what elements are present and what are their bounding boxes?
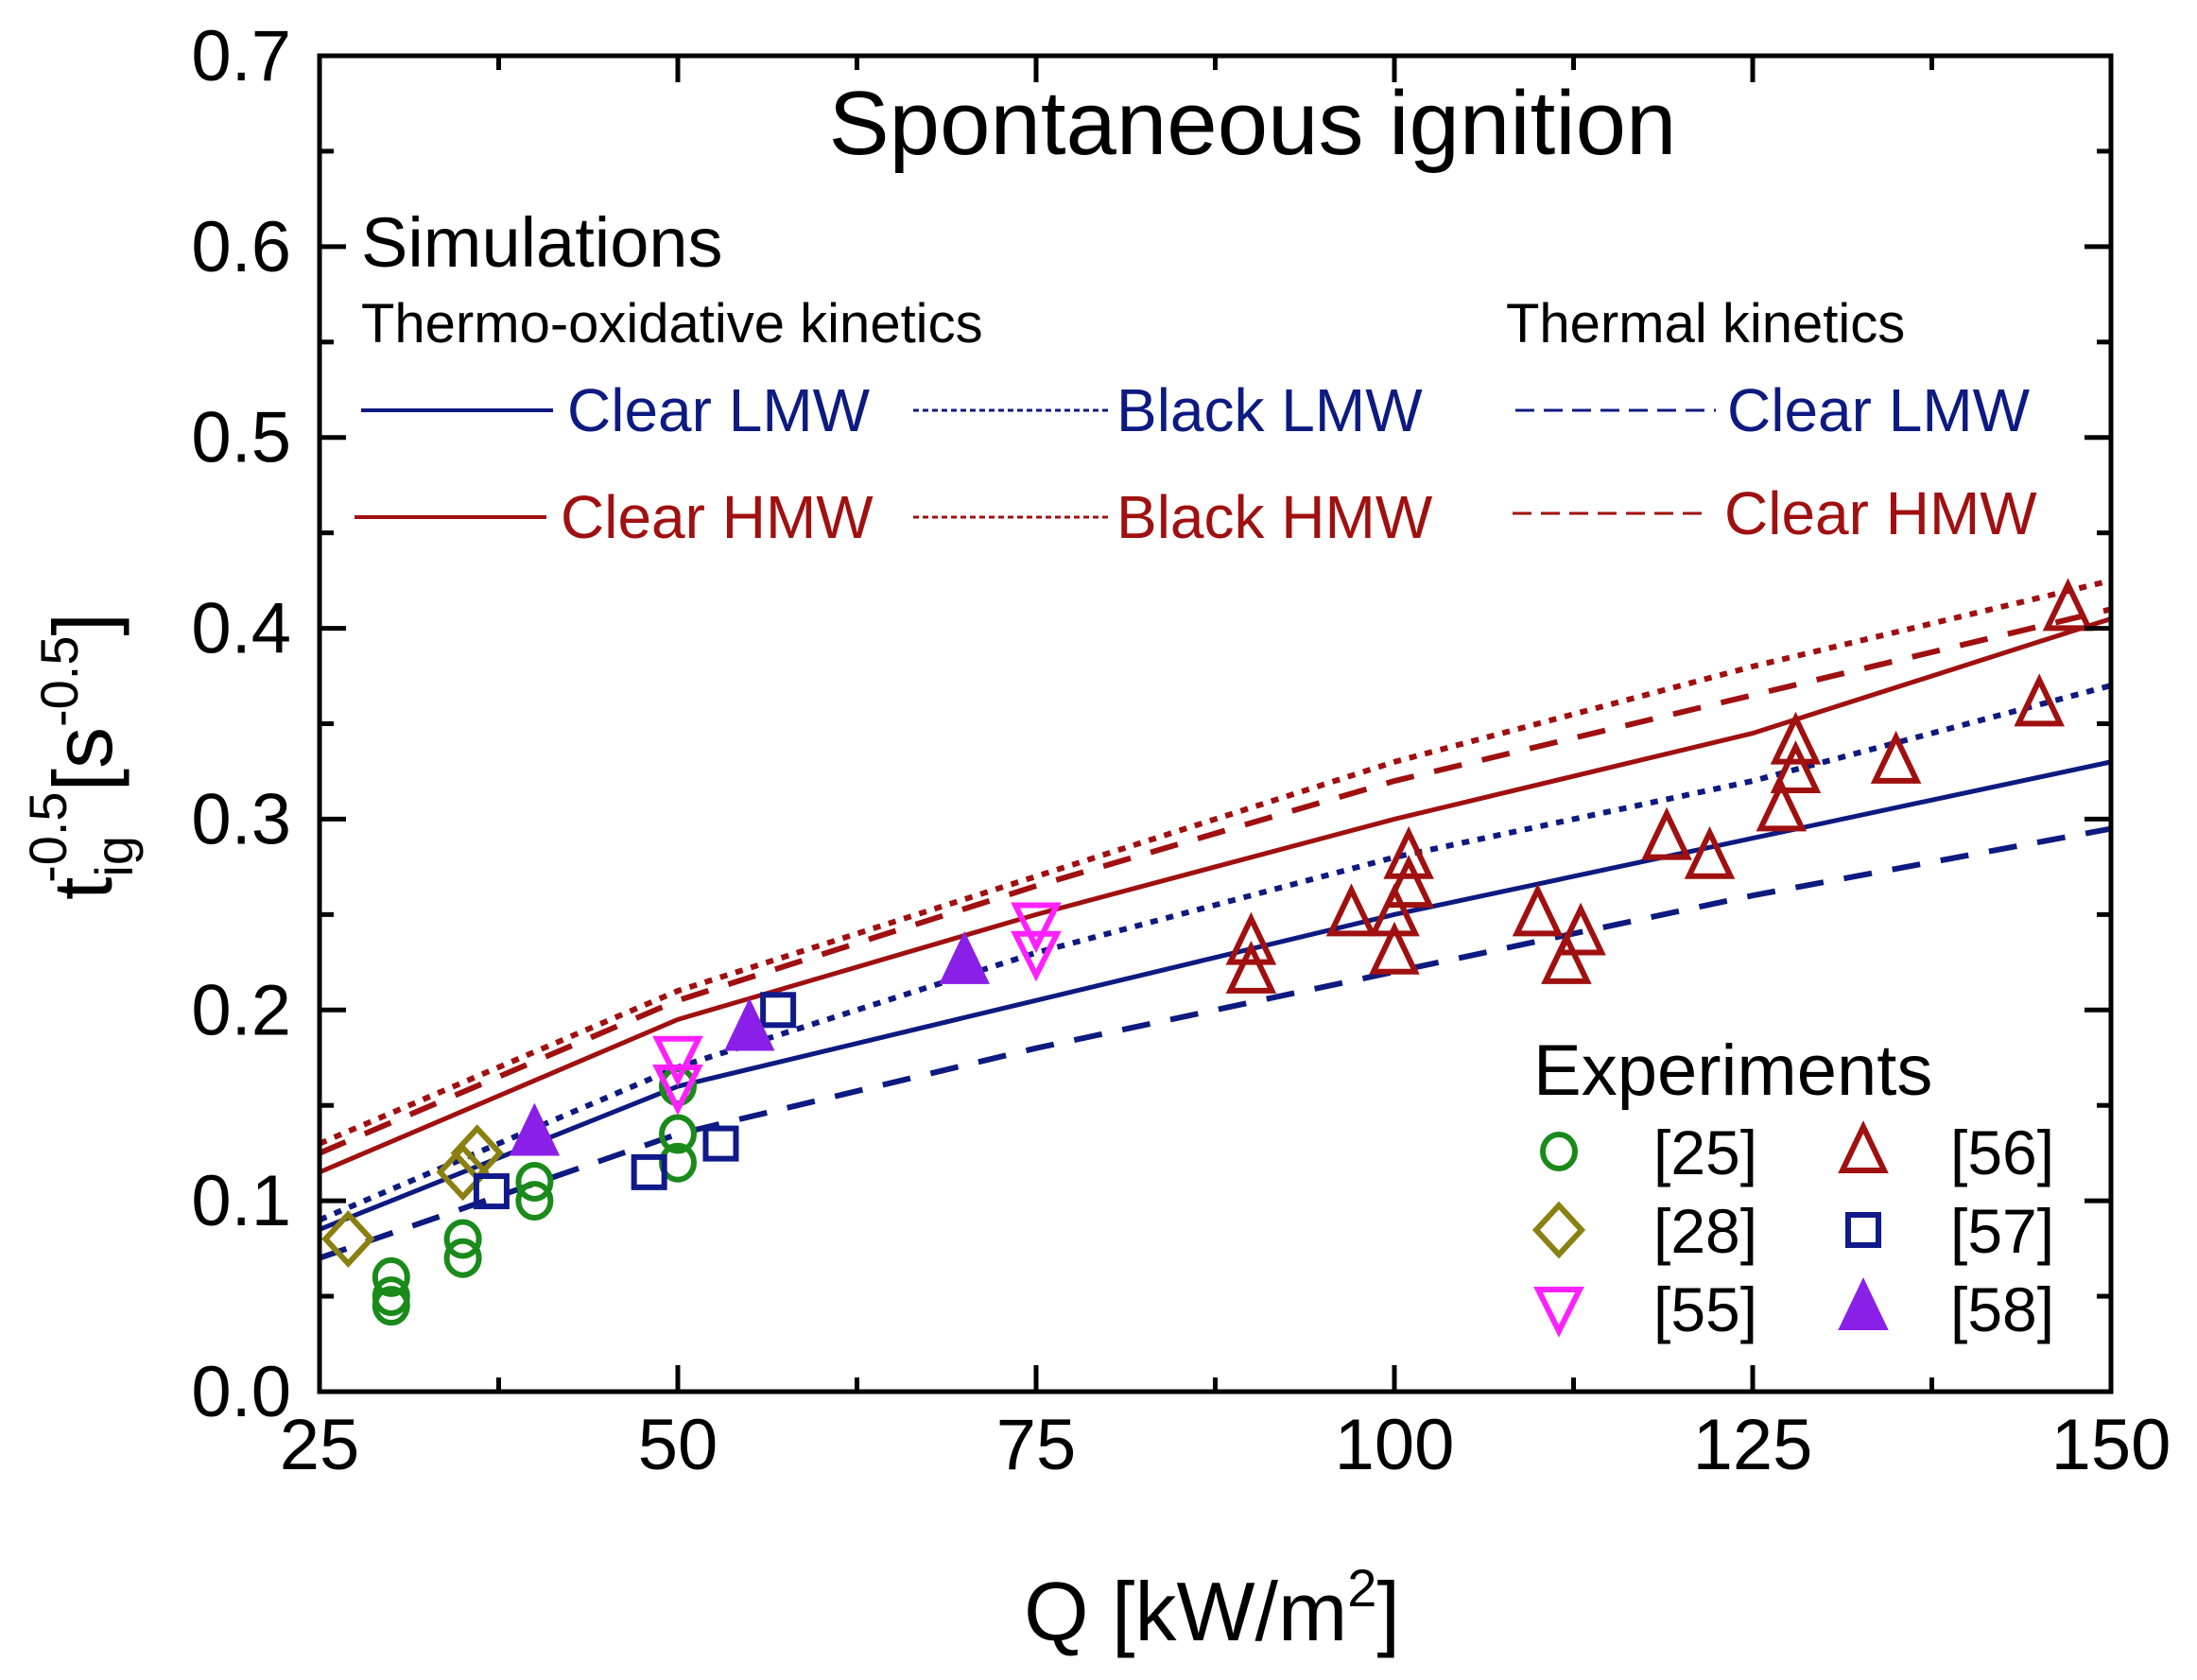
data-point-ref55ref xyxy=(652,1035,703,1087)
legend-marker xyxy=(1531,1201,1586,1259)
simulation-legend: Clear LMW Black LMW Clear LMW Clear HMW Blac… xyxy=(355,376,2037,551)
legend-label: Black HMW xyxy=(1116,483,1433,551)
data-point-ref56ref xyxy=(1870,730,1922,784)
x-tick-label: 125 xyxy=(1693,1405,1813,1485)
legend-thermal-title: Thermal kinetics xyxy=(1506,293,1905,355)
legend-marker xyxy=(1845,1212,1881,1248)
axis-ticks: 25 50 75 100 125 150 0.0 0.1 0.2 0.3 0.4 0.5 0.6 0.7 xyxy=(191,16,2171,1485)
legend-marker xyxy=(1838,1277,1889,1330)
data-point-ref58ref xyxy=(509,1102,561,1156)
y-tick-label: 0.4 xyxy=(191,589,291,669)
data-point-ref56ref xyxy=(1541,930,1592,984)
x-tick-label: 50 xyxy=(638,1405,718,1485)
data-point-ref56ref xyxy=(1770,711,1822,765)
legend-marker xyxy=(1533,1287,1584,1338)
data-point-ref56ref xyxy=(1684,825,1736,879)
data-point-ref56ref xyxy=(1369,883,1420,937)
x-axis-label: Q [kW/m2] xyxy=(1024,1558,1400,1658)
data-point-ref28ref xyxy=(321,1210,375,1268)
legend-marker xyxy=(1540,1132,1578,1171)
data-point-ref56ref xyxy=(1641,806,1692,860)
data-point-ref25ref xyxy=(659,1114,697,1154)
x-tick-label: 100 xyxy=(1335,1405,1455,1485)
y-tick-label: 0.7 xyxy=(191,16,291,96)
legend-marker xyxy=(1838,1120,1889,1173)
legend-label: Clear HMW xyxy=(561,483,874,551)
y-tick-label: 0.6 xyxy=(191,207,291,287)
data-point-ref56ref xyxy=(1325,883,1377,937)
y-tick-label: 0.5 xyxy=(191,398,291,478)
y-tick-label: 0.0 xyxy=(191,1352,291,1432)
data-point-ref56ref xyxy=(1383,855,1434,909)
series-line-thermal-clear-hmw xyxy=(318,606,2112,1156)
data-point-ref57ref xyxy=(760,992,797,1029)
legend-experiments-title: Experiments xyxy=(1533,1031,1932,1111)
legend-thermo-oxidative-title: Thermo-oxidative kinetics xyxy=(361,293,983,355)
data-point-ref56ref xyxy=(1756,778,1808,832)
data-point-ref55ref xyxy=(1011,930,1062,982)
data-point-ref58ref xyxy=(939,930,990,984)
y-tick-label: 0.1 xyxy=(191,1161,291,1241)
experiment-points xyxy=(321,578,2094,1326)
experiment-legend: [25] [28] [55] [56] [57] [58] xyxy=(1531,1117,2054,1344)
data-point-ref55ref xyxy=(1011,902,1062,954)
data-point-ref55ref xyxy=(652,1065,703,1116)
legend-label: [58] xyxy=(1950,1274,2054,1344)
legend-label: [56] xyxy=(1950,1117,2054,1187)
legend-label: [57] xyxy=(1950,1196,2054,1266)
data-point-ref56ref xyxy=(1383,825,1434,879)
data-point-ref25ref xyxy=(372,1256,410,1297)
series-line-thermal-clear-lmw xyxy=(319,825,2112,1261)
data-point-ref56ref xyxy=(1225,940,1277,994)
x-tick-label: 25 xyxy=(280,1405,360,1485)
data-point-ref28ref xyxy=(436,1143,490,1202)
data-point-ref25ref xyxy=(515,1181,554,1221)
data-point-ref25ref xyxy=(443,1238,482,1278)
y-tick-label: 0.2 xyxy=(191,970,291,1050)
data-point-ref56ref xyxy=(2014,673,2065,727)
x-tick-label: 75 xyxy=(996,1405,1077,1485)
data-point-ref25ref xyxy=(372,1276,410,1317)
data-point-ref56ref xyxy=(1225,911,1277,965)
legend-label: [55] xyxy=(1653,1274,1757,1344)
data-point-ref25ref xyxy=(515,1161,554,1202)
data-point-ref56ref xyxy=(1770,740,1822,793)
y-tick-label: 0.3 xyxy=(191,779,291,859)
data-point-ref25ref xyxy=(443,1219,482,1259)
chart-title: Spontaneous ignition xyxy=(829,73,1677,174)
data-point-ref58ref xyxy=(724,997,775,1051)
legend-label: [28] xyxy=(1653,1196,1757,1266)
legend-label: Clear HMW xyxy=(1724,479,2037,547)
legend-simulations-title: Simulations xyxy=(361,203,723,282)
data-point-ref56ref xyxy=(2042,578,2094,632)
series-line-thermo-oxidative-clear-hmw xyxy=(319,616,2112,1175)
series-line-thermo-oxidative-black-lmw xyxy=(318,683,2112,1223)
data-point-ref56ref xyxy=(1555,902,1606,956)
data-point-ref56ref xyxy=(1369,921,1420,975)
data-point-ref57ref xyxy=(702,1125,739,1162)
legend-label: Clear LMW xyxy=(567,376,871,444)
x-tick-label: 150 xyxy=(2051,1405,2171,1485)
data-point-ref57ref xyxy=(631,1153,667,1190)
legend-label: Clear LMW xyxy=(1727,376,2031,444)
data-point-ref57ref xyxy=(473,1173,510,1210)
series-line-thermo-oxidative-black-hmw xyxy=(318,578,2112,1147)
legend-label: [25] xyxy=(1653,1117,1757,1187)
data-point-ref56ref xyxy=(1512,883,1564,937)
y-axis-label: tig-0.5[s-0.5] xyxy=(18,613,144,900)
legend-label: Black LMW xyxy=(1116,376,1423,444)
series-line-thermo-oxidative-clear-lmw xyxy=(319,759,2112,1232)
simulation-lines xyxy=(318,578,2112,1261)
